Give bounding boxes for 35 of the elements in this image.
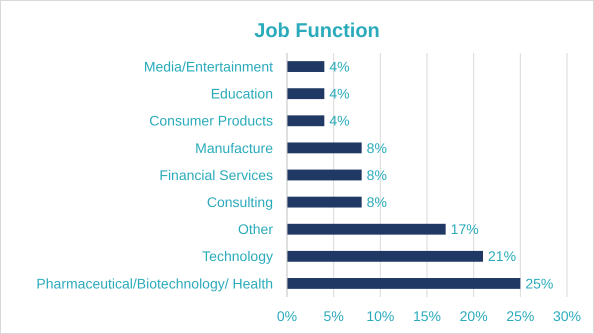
y-tick-label: Consulting bbox=[206, 194, 273, 210]
data-label: 25% bbox=[525, 275, 554, 292]
bar bbox=[287, 250, 483, 262]
bar bbox=[287, 88, 324, 100]
x-tick-label: 15% bbox=[412, 308, 442, 324]
x-tick-label: 5% bbox=[324, 308, 344, 324]
data-label: 8% bbox=[366, 140, 387, 156]
data-label: 17% bbox=[450, 221, 479, 238]
data-label: 8% bbox=[366, 166, 387, 183]
bar bbox=[287, 170, 362, 180]
data-label: 4% bbox=[329, 86, 350, 102]
bar bbox=[287, 115, 324, 126]
y-tick-label: Media/Entertainment bbox=[144, 58, 274, 74]
y-tick-label: Pharmaceutical/Biotechnology/ Health bbox=[36, 275, 273, 292]
chart-title: Job Function bbox=[254, 20, 380, 42]
x-tick-label: 0% bbox=[276, 308, 298, 324]
bar bbox=[287, 278, 520, 289]
y-tick-label: Consumer Products bbox=[149, 112, 273, 129]
bar bbox=[287, 142, 362, 154]
x-tick-label: 30% bbox=[552, 308, 582, 324]
bar bbox=[287, 196, 362, 208]
y-tick-label: Education bbox=[210, 86, 273, 102]
data-label: 4% bbox=[329, 112, 350, 129]
x-tick-label: 25% bbox=[506, 308, 534, 324]
x-tick-label: 10% bbox=[366, 308, 394, 324]
y-tick-label: Other bbox=[238, 221, 274, 238]
y-tick-label: Technology bbox=[202, 248, 273, 264]
x-tick-label: 20% bbox=[460, 308, 488, 324]
bar bbox=[287, 61, 324, 72]
y-tick-label: Financial Services bbox=[159, 166, 273, 183]
bar bbox=[287, 224, 446, 235]
data-label: 21% bbox=[488, 248, 516, 264]
y-tick-label: Manufacture bbox=[195, 140, 274, 156]
data-label: 4% bbox=[329, 58, 350, 74]
data-label: 8% bbox=[366, 194, 387, 210]
